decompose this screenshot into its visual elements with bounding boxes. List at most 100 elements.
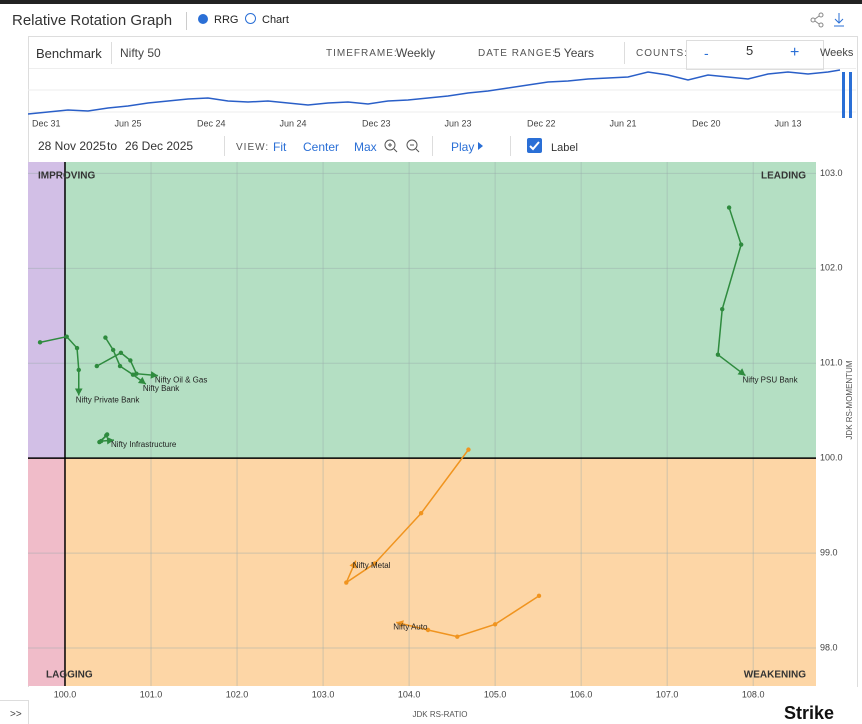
quadrant-label: LEADING xyxy=(761,171,806,182)
quadrant-lagging xyxy=(28,458,65,686)
divider xyxy=(624,42,625,64)
series-label: Nifty Metal xyxy=(353,561,391,570)
plus-button[interactable]: + xyxy=(790,44,800,61)
trail-head xyxy=(106,436,115,445)
minus-button[interactable]: - xyxy=(704,45,709,61)
counts-unit: Weeks xyxy=(820,47,854,59)
trail-point xyxy=(738,242,744,247)
trail-point xyxy=(134,371,139,376)
trail-head xyxy=(74,388,83,396)
max-button[interactable]: Max xyxy=(354,140,377,154)
benchmark-value[interactable]: Nifty 50 xyxy=(120,46,161,60)
play-icon[interactable] xyxy=(477,141,485,151)
series-label: Nifty Infrastructure xyxy=(111,440,177,449)
y-tick-label: 102.0 xyxy=(820,263,843,273)
timeframe-label: TIMEFRAME: xyxy=(326,48,398,59)
trail-point xyxy=(536,593,542,599)
sidebar-toggle[interactable]: >> xyxy=(10,709,22,720)
quadrant-label: IMPROVING xyxy=(38,171,95,182)
counts-label: COUNTS: xyxy=(636,48,688,59)
trail-point xyxy=(37,340,43,345)
date-to-word: to xyxy=(107,139,118,153)
radio-selected[interactable] xyxy=(198,14,208,24)
x-tick-label: 101.0 xyxy=(140,689,163,699)
counts-input[interactable]: 5 xyxy=(746,43,754,58)
counter xyxy=(686,40,824,70)
timeline-label: Dec 24 xyxy=(197,118,226,128)
label-toggle[interactable]: Label xyxy=(551,142,578,154)
sidebar-toggle-box xyxy=(0,700,29,724)
trail-point xyxy=(64,334,69,339)
x-tick-label: 105.0 xyxy=(484,689,507,699)
date-range-value[interactable]: 5 Years xyxy=(554,46,595,60)
trail-point xyxy=(726,205,732,210)
benchmark-label: Benchmark xyxy=(36,46,102,61)
timeline-label: Jun 23 xyxy=(445,118,472,128)
fit-button[interactable]: Fit xyxy=(273,140,287,154)
timeline-labels: Dec 31 Jun 25 Dec 24 Jun 24 Dec 23 Jun 23 Dec … xyxy=(32,118,802,128)
y-tick-label: 103.0 xyxy=(820,168,843,178)
trail-head xyxy=(396,620,404,628)
tab-chart[interactable]: Chart xyxy=(262,14,289,26)
series-label: Nifty PSU Bank xyxy=(742,376,798,385)
date-range-label: DATE RANGE: xyxy=(478,48,557,59)
quadrant-improving xyxy=(28,162,65,459)
trail-point xyxy=(418,511,424,516)
date-to[interactable]: 26 Dec 2025 xyxy=(125,139,194,153)
x-tick-label: 104.0 xyxy=(398,689,421,699)
quadrant-weakening xyxy=(64,458,816,686)
y-tick-label: 100.0 xyxy=(820,453,843,463)
x-tick-label: 102.0 xyxy=(226,689,249,699)
divider xyxy=(432,136,433,156)
x-axis-label: JDK RS-RATIO xyxy=(413,710,468,719)
trail-point xyxy=(98,438,104,444)
trail-point xyxy=(344,580,349,585)
divider xyxy=(111,42,112,64)
timeline-label: Jun 13 xyxy=(775,118,802,128)
timeline-label: Dec 22 xyxy=(527,118,556,128)
trail-point xyxy=(492,622,498,627)
quadrant-label: WEAKENING xyxy=(744,670,806,681)
page-title: Relative Rotation Graph xyxy=(12,12,173,29)
timeline[interactable]: Dec 31 Jun 25 Dec 24 Jun 24 Dec 23 Jun 23 Dec … xyxy=(28,68,856,132)
trail-point xyxy=(455,634,460,639)
trail-point xyxy=(720,306,725,312)
x-tick-label: 103.0 xyxy=(312,689,335,699)
center-button[interactable]: Center xyxy=(303,140,340,154)
timeline-label: Jun 21 xyxy=(610,118,637,128)
trail-point xyxy=(466,447,471,452)
y-axis-label: JDK RS-MOMENTUM xyxy=(845,360,854,439)
trail-point xyxy=(715,352,721,357)
date-from[interactable]: 28 Nov 2025 xyxy=(38,139,107,153)
play-button[interactable]: Play xyxy=(451,140,475,154)
series-label: Nifty Private Bank xyxy=(76,396,141,405)
quadrant-label: LAGGING xyxy=(46,670,93,681)
divider xyxy=(224,136,225,156)
range-handle[interactable] xyxy=(849,72,852,118)
trail-point xyxy=(104,432,110,437)
label-checkbox[interactable] xyxy=(527,138,543,154)
header-icons[interactable] xyxy=(808,11,854,29)
benchmark-sparkline xyxy=(28,69,841,115)
x-tick-label: 106.0 xyxy=(570,689,593,699)
tab-rrg[interactable]: RRG xyxy=(214,14,239,26)
trail-point xyxy=(128,358,133,363)
trail-head xyxy=(349,560,357,569)
trail-head xyxy=(137,376,146,385)
trail-head xyxy=(737,368,746,376)
series-label: Nifty Auto xyxy=(393,623,428,632)
radio[interactable] xyxy=(245,13,256,24)
timeline-label: Jun 24 xyxy=(280,118,307,128)
y-tick-label: 99.0 xyxy=(820,547,838,557)
trail-point xyxy=(372,561,377,566)
trail-point xyxy=(103,335,108,340)
zoom-icons[interactable] xyxy=(383,138,423,154)
trail-point xyxy=(425,627,431,633)
brand-logo: Strike xyxy=(784,703,835,723)
range-handle[interactable] xyxy=(842,72,845,118)
view-label: VIEW: xyxy=(236,142,270,153)
timeframe-value[interactable]: Weekly xyxy=(396,46,436,60)
trail-point xyxy=(117,363,123,369)
